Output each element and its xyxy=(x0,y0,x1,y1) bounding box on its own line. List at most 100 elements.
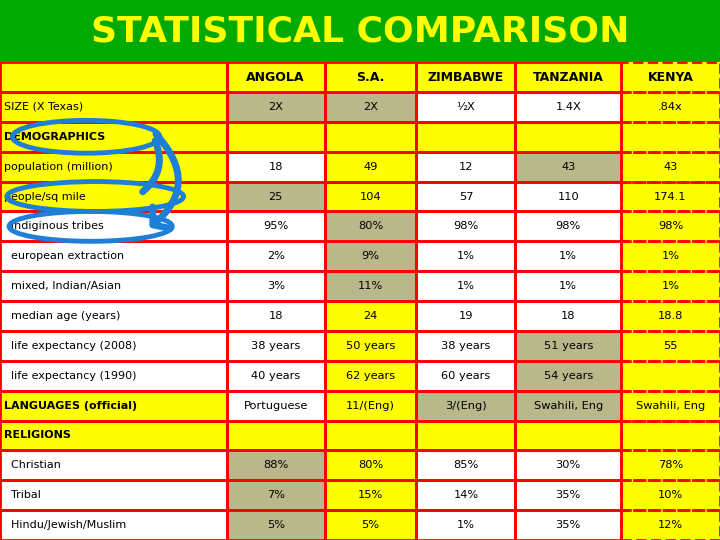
Bar xyxy=(227,390,325,421)
Text: TANZANIA: TANZANIA xyxy=(533,71,603,84)
Text: 19: 19 xyxy=(459,311,473,321)
Bar xyxy=(621,62,720,92)
Bar xyxy=(621,331,720,361)
Bar xyxy=(516,480,621,510)
Bar xyxy=(325,480,416,510)
Bar xyxy=(621,301,720,331)
Text: 43: 43 xyxy=(663,161,678,172)
Text: Swahili, Eng: Swahili, Eng xyxy=(636,401,705,410)
Bar xyxy=(227,212,325,241)
Bar xyxy=(0,450,227,480)
Bar xyxy=(621,421,720,450)
Bar xyxy=(325,152,416,181)
Bar xyxy=(227,450,325,480)
Text: 18: 18 xyxy=(269,161,283,172)
Text: RELIGIONS: RELIGIONS xyxy=(4,430,71,441)
Bar xyxy=(621,122,720,152)
Text: 3/(Eng): 3/(Eng) xyxy=(445,401,487,410)
Bar xyxy=(0,152,227,181)
Bar xyxy=(516,421,621,450)
Bar xyxy=(516,92,621,122)
Text: population (million): population (million) xyxy=(4,161,113,172)
Text: 3%: 3% xyxy=(266,281,284,291)
Bar xyxy=(516,390,621,421)
Bar xyxy=(416,122,516,152)
Text: ZIMBABWE: ZIMBABWE xyxy=(428,71,504,84)
Text: 85%: 85% xyxy=(454,460,479,470)
Bar xyxy=(227,62,325,92)
Bar xyxy=(621,450,720,480)
Bar xyxy=(227,271,325,301)
Bar xyxy=(0,421,227,450)
Text: 54 years: 54 years xyxy=(544,371,593,381)
Bar xyxy=(227,390,325,421)
Bar xyxy=(416,241,516,271)
Text: 38 years: 38 years xyxy=(251,341,300,351)
Text: mixed, Indian/Asian: mixed, Indian/Asian xyxy=(4,281,121,291)
Text: 80%: 80% xyxy=(358,460,383,470)
Text: Tribal: Tribal xyxy=(4,490,41,500)
Bar xyxy=(325,331,416,361)
Text: 2%: 2% xyxy=(266,251,284,261)
Bar xyxy=(227,241,325,271)
Bar xyxy=(325,241,416,271)
Bar xyxy=(416,92,516,122)
Bar xyxy=(325,212,416,241)
Text: Swahili, Eng: Swahili, Eng xyxy=(534,401,603,410)
Bar xyxy=(0,181,227,212)
Bar xyxy=(416,181,516,212)
Bar xyxy=(0,510,227,540)
Bar xyxy=(0,62,227,92)
Bar xyxy=(0,122,227,152)
Bar xyxy=(416,181,516,212)
Bar xyxy=(227,181,325,212)
Bar xyxy=(416,152,516,181)
Bar xyxy=(516,212,621,241)
Text: 98%: 98% xyxy=(454,221,479,231)
Bar xyxy=(621,62,720,92)
Bar xyxy=(621,361,720,390)
Text: 18.8: 18.8 xyxy=(658,311,683,321)
Bar xyxy=(227,450,325,480)
Text: 110: 110 xyxy=(557,192,579,201)
Bar xyxy=(325,122,416,152)
Bar xyxy=(0,271,227,301)
Bar xyxy=(0,510,227,540)
Bar xyxy=(227,331,325,361)
Text: 35%: 35% xyxy=(556,520,581,530)
Bar xyxy=(0,92,227,122)
Bar xyxy=(416,331,516,361)
Bar xyxy=(227,62,325,92)
Bar xyxy=(325,390,416,421)
Bar xyxy=(227,361,325,390)
Bar xyxy=(621,152,720,181)
Text: Portuguese: Portuguese xyxy=(243,401,308,410)
Bar xyxy=(0,181,227,212)
Bar xyxy=(227,331,325,361)
Bar xyxy=(416,92,516,122)
Bar xyxy=(0,331,227,361)
Bar xyxy=(0,450,227,480)
Text: 40 years: 40 years xyxy=(251,371,300,381)
Bar xyxy=(621,390,720,421)
Bar xyxy=(516,241,621,271)
Bar xyxy=(516,421,621,450)
Bar xyxy=(621,241,720,271)
Text: 38 years: 38 years xyxy=(441,341,490,351)
Bar xyxy=(516,361,621,390)
Bar xyxy=(621,241,720,271)
Bar xyxy=(416,450,516,480)
Bar xyxy=(0,361,227,390)
Bar xyxy=(0,241,227,271)
Text: median age (years): median age (years) xyxy=(4,311,120,321)
Bar xyxy=(621,92,720,122)
Text: 1%: 1% xyxy=(662,251,680,261)
Bar xyxy=(0,212,227,241)
Text: european extraction: european extraction xyxy=(4,251,124,261)
Text: life expectancy (2008): life expectancy (2008) xyxy=(4,341,137,351)
Bar xyxy=(227,301,325,331)
Text: 1%: 1% xyxy=(457,251,475,261)
Bar xyxy=(325,361,416,390)
Bar xyxy=(416,301,516,331)
Bar xyxy=(325,450,416,480)
